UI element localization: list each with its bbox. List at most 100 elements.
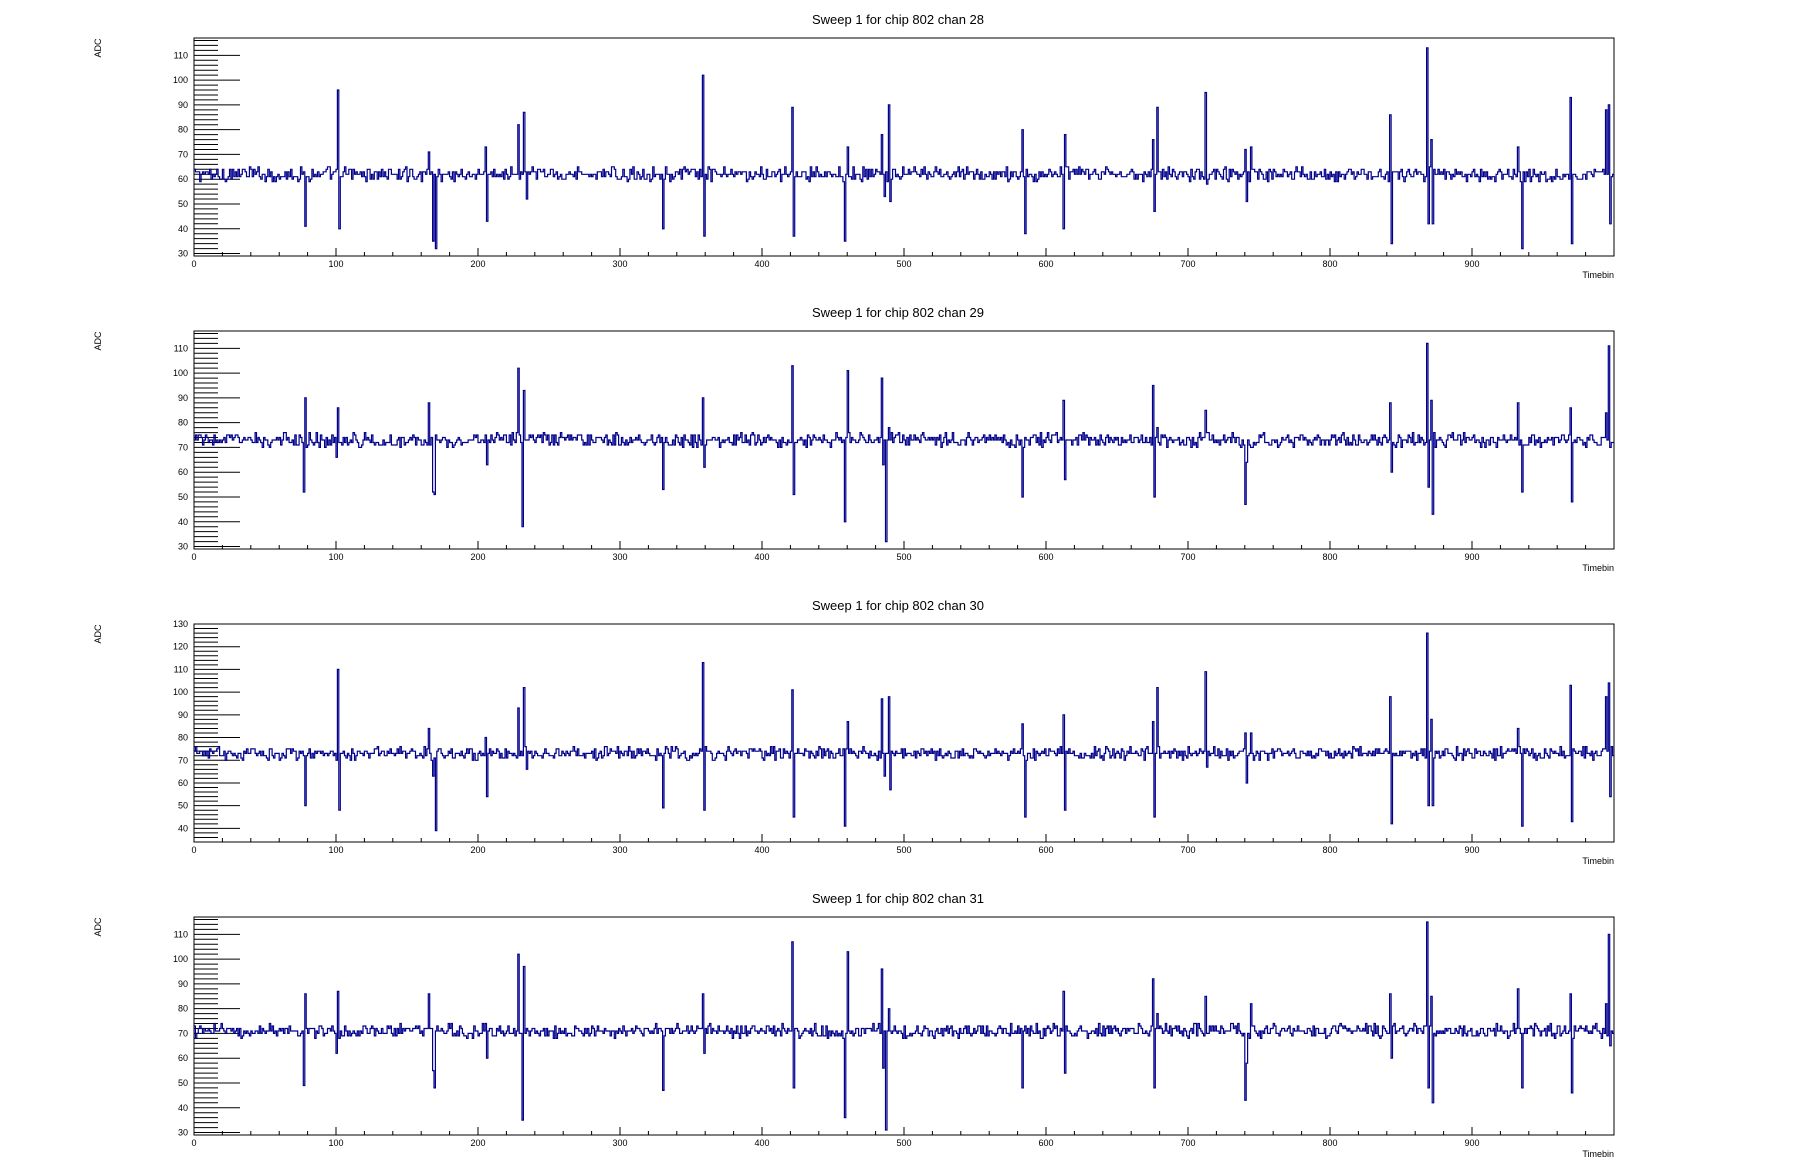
chart-title: Sweep 1 for chip 802 chan 28 bbox=[812, 12, 984, 27]
y-axis-label: ADC bbox=[93, 917, 103, 937]
x-tick-label: 700 bbox=[1180, 259, 1195, 269]
x-tick-label: 300 bbox=[612, 845, 627, 855]
x-tick-label: 400 bbox=[754, 552, 769, 562]
y-tick-label: 90 bbox=[178, 710, 188, 720]
y-axis-label: ADC bbox=[93, 331, 103, 351]
y-tick-label: 100 bbox=[173, 75, 188, 85]
y-tick-label: 110 bbox=[174, 343, 188, 353]
x-tick-label: 600 bbox=[1038, 1138, 1053, 1148]
y-tick-label: 110 bbox=[174, 929, 188, 939]
y-tick-label: 110 bbox=[174, 664, 188, 674]
y-tick-label: 60 bbox=[178, 467, 188, 477]
chart-svg: Sweep 1 for chip 802 chan 29 ADC Timebin 30… bbox=[93, 305, 1615, 573]
x-tick-label: 600 bbox=[1038, 259, 1053, 269]
x-tick-label: 100 bbox=[328, 552, 343, 562]
y-axis-label: ADC bbox=[93, 38, 103, 58]
plot-frame bbox=[193, 623, 1615, 843]
x-tick-label: 500 bbox=[896, 259, 911, 269]
y-tick-label: 130 bbox=[173, 619, 188, 629]
y-tick-label: 90 bbox=[178, 393, 188, 403]
x-axis-label: Timebin bbox=[1582, 856, 1614, 866]
x-tick-label: 900 bbox=[1464, 1138, 1479, 1148]
x-tick-label: 800 bbox=[1322, 552, 1337, 562]
x-tick-label: 700 bbox=[1180, 1138, 1195, 1148]
chart-panel: Sweep 1 for chip 802 chan 29 ADC Timebin 30… bbox=[0, 293, 1796, 586]
waveform-trace bbox=[194, 47, 1614, 250]
x-tick-label: 200 bbox=[470, 259, 485, 269]
x-tick-label: 0 bbox=[191, 552, 196, 562]
chart-svg: Sweep 1 for chip 802 chan 31 ADC Timebin 30… bbox=[93, 891, 1615, 1159]
y-axis-label: ADC bbox=[93, 624, 103, 644]
x-tick-label: 200 bbox=[470, 845, 485, 855]
y-tick-label: 70 bbox=[178, 755, 188, 765]
y-tick-label: 100 bbox=[173, 368, 188, 378]
y-tick-label: 50 bbox=[178, 1078, 188, 1088]
x-tick-label: 500 bbox=[896, 1138, 911, 1148]
y-tick-label: 80 bbox=[178, 125, 188, 135]
x-tick-label: 200 bbox=[470, 1138, 485, 1148]
chart-title: Sweep 1 for chip 802 chan 30 bbox=[812, 598, 984, 613]
y-tick-label: 100 bbox=[173, 954, 188, 964]
x-tick-label: 300 bbox=[612, 552, 627, 562]
y-tick-label: 90 bbox=[178, 100, 188, 110]
y-tick-label: 120 bbox=[173, 642, 188, 652]
x-tick-label: 0 bbox=[191, 259, 196, 269]
y-tick-label: 40 bbox=[178, 1103, 188, 1113]
y-tick-label: 70 bbox=[178, 149, 188, 159]
x-axis-label: Timebin bbox=[1582, 1149, 1614, 1159]
x-tick-label: 800 bbox=[1322, 845, 1337, 855]
x-tick-label: 400 bbox=[754, 1138, 769, 1148]
chart-svg: Sweep 1 for chip 802 chan 30 ADC Timebin 40… bbox=[93, 598, 1615, 866]
x-tick-label: 300 bbox=[612, 259, 627, 269]
x-tick-label: 0 bbox=[191, 845, 196, 855]
x-axis-label: Timebin bbox=[1582, 563, 1614, 573]
waveform-trace bbox=[194, 921, 1614, 1131]
x-tick-label: 400 bbox=[754, 845, 769, 855]
x-tick-label: 700 bbox=[1180, 845, 1195, 855]
y-tick-label: 80 bbox=[178, 733, 188, 743]
x-tick-label: 700 bbox=[1180, 552, 1195, 562]
waveform-trace bbox=[194, 342, 1614, 543]
y-tick-label: 60 bbox=[178, 778, 188, 788]
chart-svg: Sweep 1 for chip 802 chan 28 ADC Timebin 30… bbox=[93, 12, 1615, 280]
y-tick-label: 80 bbox=[178, 418, 188, 428]
x-tick-label: 400 bbox=[754, 259, 769, 269]
chart-title: Sweep 1 for chip 802 chan 29 bbox=[812, 305, 984, 320]
x-tick-label: 500 bbox=[896, 552, 911, 562]
x-axis-label: Timebin bbox=[1582, 270, 1614, 280]
x-tick-label: 600 bbox=[1038, 552, 1053, 562]
plot-frame bbox=[193, 37, 1615, 257]
x-tick-label: 500 bbox=[896, 845, 911, 855]
y-tick-label: 40 bbox=[178, 517, 188, 527]
y-tick-label: 40 bbox=[178, 224, 188, 234]
y-tick-label: 30 bbox=[178, 1128, 188, 1138]
x-tick-label: 900 bbox=[1464, 552, 1479, 562]
y-tick-label: 70 bbox=[178, 442, 188, 452]
y-tick-label: 50 bbox=[178, 199, 188, 209]
x-tick-label: 100 bbox=[328, 259, 343, 269]
x-tick-label: 900 bbox=[1464, 259, 1479, 269]
y-tick-label: 100 bbox=[173, 687, 188, 697]
y-tick-label: 30 bbox=[178, 249, 188, 259]
y-tick-label: 50 bbox=[178, 801, 188, 811]
y-tick-label: 30 bbox=[178, 542, 188, 552]
y-tick-label: 70 bbox=[178, 1028, 188, 1038]
x-tick-label: 0 bbox=[191, 1138, 196, 1148]
x-tick-label: 100 bbox=[328, 845, 343, 855]
y-tick-label: 80 bbox=[178, 1004, 188, 1014]
chart-panel: Sweep 1 for chip 802 chan 30 ADC Timebin 40… bbox=[0, 586, 1796, 879]
y-tick-label: 90 bbox=[178, 979, 188, 989]
x-tick-label: 300 bbox=[612, 1138, 627, 1148]
waveform-trace bbox=[194, 632, 1614, 832]
x-tick-label: 200 bbox=[470, 552, 485, 562]
y-tick-label: 60 bbox=[178, 1053, 188, 1063]
y-tick-label: 110 bbox=[174, 50, 188, 60]
x-tick-label: 100 bbox=[328, 1138, 343, 1148]
y-tick-label: 40 bbox=[178, 823, 188, 833]
chart-panel: Sweep 1 for chip 802 chan 28 ADC Timebin 30… bbox=[0, 0, 1796, 293]
x-tick-label: 800 bbox=[1322, 259, 1337, 269]
x-tick-label: 600 bbox=[1038, 845, 1053, 855]
x-tick-label: 800 bbox=[1322, 1138, 1337, 1148]
y-tick-label: 50 bbox=[178, 492, 188, 502]
